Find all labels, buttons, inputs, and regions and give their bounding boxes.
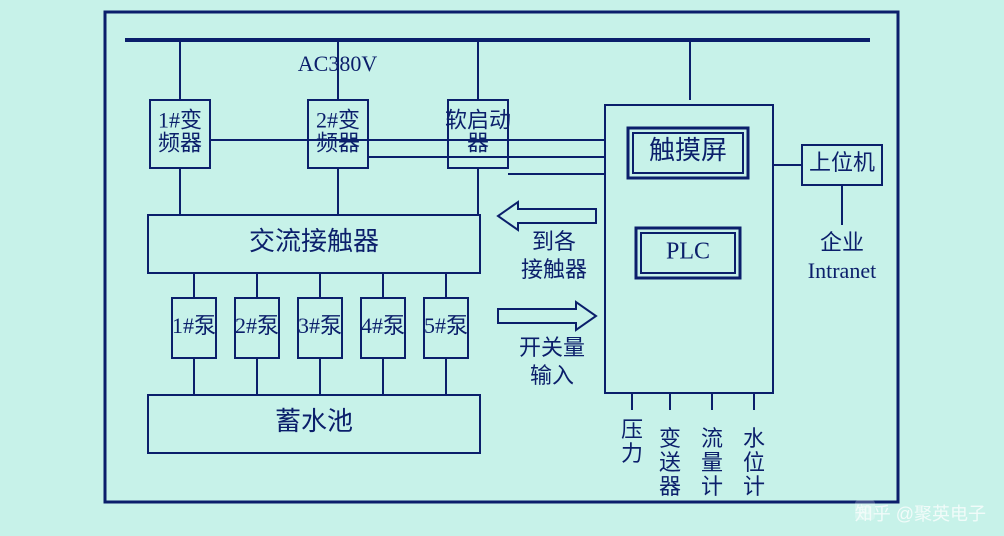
vtext-s3-1: 量 — [701, 450, 723, 475]
node-p4-label: 4#泵 — [361, 313, 405, 338]
node-vfd1-label-1: 频器 — [158, 131, 202, 156]
vtext-s2-1: 送 — [659, 450, 681, 475]
vtext-s2-0: 变 — [659, 426, 681, 451]
node-p5-label: 5#泵 — [424, 313, 468, 338]
vtext-s4-1: 位 — [743, 450, 765, 475]
node-p2-label: 2#泵 — [235, 313, 279, 338]
zhihu-icon: 知 — [855, 500, 875, 520]
vtext-s2-2: 器 — [659, 474, 681, 499]
vtext-s3-2: 计 — [701, 474, 723, 499]
text-intranet1: 企业 — [820, 230, 864, 255]
diagram-canvas: AC380V1#变频器2#变频器软启动器交流接触器1#泵2#泵3#泵4#泵5#泵… — [0, 0, 1004, 536]
node-contactor-label: 交流接触器 — [249, 227, 379, 256]
node-pool-label: 蓄水池 — [275, 407, 353, 436]
node-vfd1-label-0: 1#变 — [158, 107, 202, 132]
text-to_cont2: 接触器 — [521, 257, 587, 282]
node-p3-label: 3#泵 — [298, 313, 342, 338]
vtext-s3-0: 流 — [701, 426, 723, 451]
text-sw_in1: 开关量 — [519, 335, 585, 360]
vtext-s4-0: 水 — [743, 426, 765, 451]
arrow-switch-input — [498, 302, 596, 330]
node-soft-label-0: 软启动 — [445, 107, 511, 132]
node-plc-label: PLC — [666, 239, 710, 265]
node-p1-label: 1#泵 — [172, 313, 216, 338]
vtext-s1-1: 力 — [621, 441, 643, 466]
text-to_cont1: 到各 — [532, 229, 576, 254]
text-intranet2: Intranet — [808, 258, 876, 283]
node-host-label: 上位机 — [809, 150, 875, 175]
vtext-s4-2: 计 — [743, 474, 765, 499]
node-vfd2-label-1: 频器 — [316, 131, 360, 156]
node-soft-label-1: 器 — [467, 131, 489, 156]
vtext-s1-0: 压 — [621, 417, 643, 442]
arrow-to-contactors — [498, 202, 596, 230]
svg-text:知: 知 — [859, 503, 870, 517]
watermark: 知 知乎 @聚英电子 — [855, 500, 986, 526]
node-touch-label: 触摸屏 — [649, 136, 727, 165]
text-sw_in2: 输入 — [530, 363, 574, 388]
outer-border — [105, 12, 898, 502]
node-vfd2-label-0: 2#变 — [316, 107, 360, 132]
